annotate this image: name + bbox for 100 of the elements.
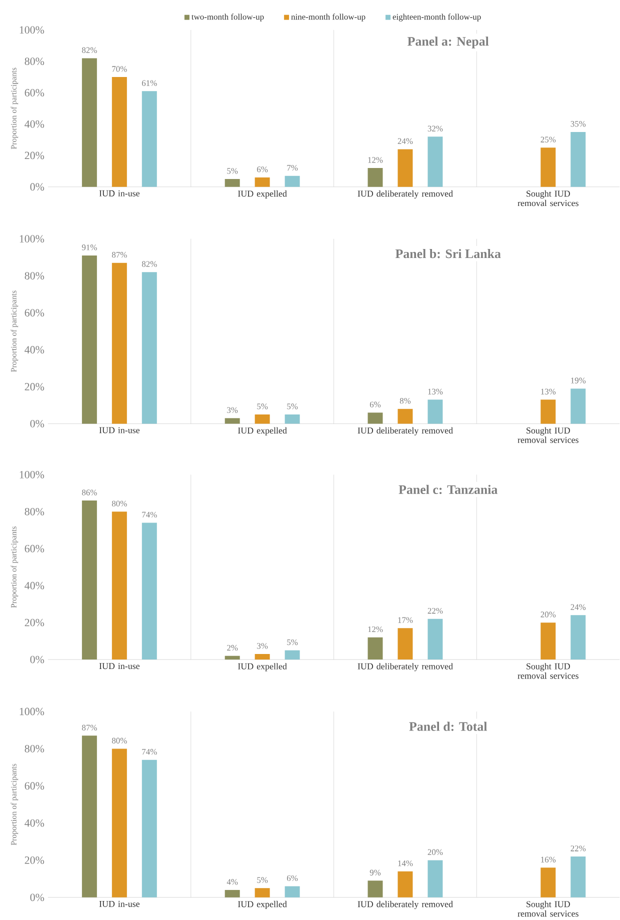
- bar: [112, 512, 128, 660]
- x-tick-label: IUD deliberately removed: [358, 190, 454, 199]
- data-label: 17%: [398, 617, 413, 623]
- y-tick-label: 40%: [24, 120, 44, 128]
- bar: [540, 148, 556, 187]
- x-tick-label: IUD expelled: [238, 190, 287, 198]
- bar: [398, 408, 413, 424]
- data-label: 22%: [428, 608, 443, 614]
- data-label: 13%: [428, 388, 443, 394]
- bar: [254, 654, 270, 660]
- bar: [428, 618, 443, 660]
- x-tick-label: IUD deliberately removed: [358, 427, 454, 436]
- y-tick-label: 40%: [24, 346, 44, 354]
- data-label: 2%: [227, 644, 238, 651]
- y-tick-label: 60%: [24, 89, 44, 96]
- y-tick-label: 0%: [30, 183, 44, 191]
- y-tick-label: 0%: [30, 420, 44, 428]
- data-label: 25%: [540, 136, 556, 142]
- y-tick-label: 80%: [24, 508, 44, 516]
- bar: [82, 500, 98, 660]
- text: Panel d: Total: [409, 722, 488, 731]
- data-label: 7%: [287, 164, 298, 171]
- y-tick-label: 60%: [24, 309, 44, 316]
- data-label: 19%: [571, 378, 586, 384]
- data-label: 8%: [400, 398, 411, 404]
- data-label: 35%: [570, 121, 586, 127]
- data-label: 3%: [227, 407, 238, 413]
- bar: [142, 272, 158, 424]
- bar: [112, 77, 128, 187]
- data-label: 24%: [570, 604, 586, 610]
- data-label: 32%: [428, 126, 443, 132]
- y-tick-label: 0%: [30, 656, 44, 664]
- data-label: 3%: [257, 643, 268, 649]
- y-tick-label: 60%: [24, 782, 44, 790]
- bar: [368, 412, 383, 424]
- data-label: 5%: [257, 404, 268, 410]
- bar: [142, 91, 158, 187]
- data-label: 9%: [370, 870, 381, 876]
- bar: [540, 400, 556, 424]
- x-tick-label: IUD in-use: [99, 190, 140, 196]
- text: Panel b: Sri Lanka: [396, 249, 501, 258]
- bar: [570, 615, 586, 660]
- bar: [112, 262, 128, 424]
- bar: [398, 628, 413, 660]
- x-tick-label: Sought IUD removal services: [518, 663, 579, 679]
- data-label: 5%: [287, 639, 298, 646]
- x-tick-label: IUD in-use: [99, 427, 140, 434]
- data-label: 12%: [368, 157, 383, 163]
- y-tick-label: 20%: [24, 618, 44, 626]
- data-label: 82%: [142, 261, 157, 267]
- data-label: 6%: [287, 875, 298, 882]
- data-label: 91%: [82, 244, 98, 250]
- data-label: 61%: [142, 80, 157, 86]
- bar: [224, 418, 240, 424]
- bar: [284, 414, 300, 424]
- x-tick-label: IUD expelled: [238, 427, 287, 436]
- bar: [254, 177, 270, 187]
- legend-label: nine-month follow-up: [291, 14, 366, 22]
- y-tick-label: 100%: [20, 708, 44, 716]
- data-label: 87%: [112, 252, 127, 258]
- y-tick-label: 20%: [24, 856, 44, 864]
- data-label: 14%: [398, 860, 413, 866]
- data-label: 82%: [82, 47, 98, 54]
- data-label: 6%: [370, 402, 381, 408]
- y-tick-label: 60%: [24, 544, 44, 552]
- bar: [540, 622, 556, 660]
- bar: [398, 149, 413, 187]
- bar: [428, 860, 443, 898]
- data-label: 6%: [257, 166, 268, 172]
- y-tick-label: 20%: [24, 152, 44, 160]
- data-label: 16%: [541, 856, 556, 862]
- data-label: 80%: [112, 738, 127, 744]
- y-tick-label: 0%: [30, 894, 44, 902]
- data-label: 20%: [428, 849, 443, 856]
- bar: [284, 886, 300, 898]
- bar: [540, 868, 556, 898]
- bar: [570, 856, 586, 898]
- data-label: 24%: [398, 138, 413, 144]
- y-tick-label: 40%: [24, 819, 44, 827]
- bar: [112, 748, 128, 898]
- text: Panel c: Tanzania: [398, 484, 498, 494]
- legend-label: two-month follow-up: [192, 14, 264, 22]
- data-label: 5%: [257, 877, 268, 883]
- bar: [284, 650, 300, 660]
- data-label: 74%: [142, 512, 157, 518]
- data-label: 86%: [82, 490, 98, 496]
- bar: [224, 179, 240, 187]
- bar: [254, 414, 270, 424]
- y-tick-label: 20%: [24, 383, 44, 390]
- data-label: 22%: [570, 846, 586, 852]
- bar: [142, 522, 158, 660]
- data-label: 87%: [82, 724, 98, 730]
- bar: [224, 890, 240, 898]
- legend-label: eighteen-month follow-up: [392, 14, 481, 22]
- bar: [428, 400, 443, 424]
- bar: [398, 871, 413, 898]
- data-label: 12%: [368, 626, 383, 632]
- x-tick-label: Sought IUD removal services: [518, 190, 579, 206]
- y-tick-label: 80%: [24, 58, 44, 66]
- x-tick-label: IUD expelled: [238, 900, 287, 910]
